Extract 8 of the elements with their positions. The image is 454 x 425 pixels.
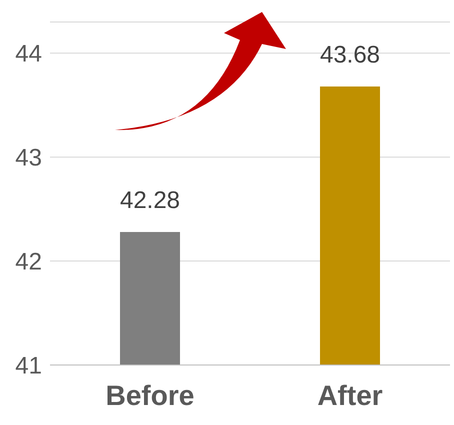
y-tick-label: 42: [15, 248, 42, 276]
data-label: 42.28: [120, 186, 180, 214]
x-tick-label: Before: [106, 380, 194, 411]
y-tick-label: 43: [15, 144, 42, 172]
y-tick-label: 41: [15, 352, 42, 380]
y-tick-label: 44: [15, 40, 42, 68]
x-tick-label: After: [317, 380, 383, 411]
data-label: 43.68: [320, 41, 380, 68]
